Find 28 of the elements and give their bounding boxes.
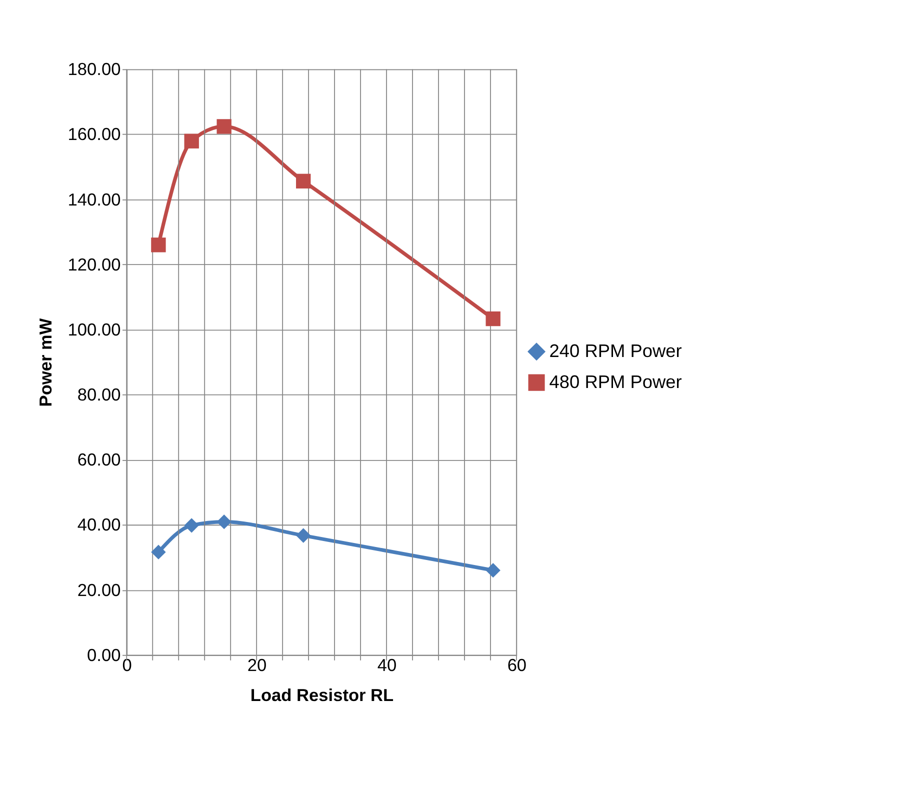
y-tick-label: 20.00 bbox=[77, 580, 121, 600]
y-tick-label: 180.00 bbox=[68, 59, 121, 80]
x-axis-title: Load Resistor RL bbox=[250, 684, 394, 705]
point bbox=[296, 174, 311, 188]
point bbox=[151, 238, 166, 252]
x-tick-label: 0 bbox=[122, 654, 132, 675]
x-tick-label: 20 bbox=[247, 654, 267, 675]
point bbox=[216, 514, 232, 530]
y-axis-title: Power mW bbox=[35, 318, 56, 407]
point bbox=[184, 134, 199, 148]
legend-label: 240 RPM Power bbox=[549, 341, 682, 362]
y-tick-label: 80.00 bbox=[77, 384, 121, 405]
legend-label: 480 RPM Power bbox=[549, 372, 682, 392]
y-tick-label: 40.00 bbox=[77, 514, 121, 535]
point bbox=[216, 119, 232, 134]
point bbox=[486, 311, 500, 326]
point bbox=[184, 518, 199, 533]
y-tick-label: 100.00 bbox=[68, 319, 121, 340]
point bbox=[151, 544, 166, 560]
y-tick-label: 120.00 bbox=[68, 254, 121, 274]
y-tick-label: 140.00 bbox=[68, 189, 121, 210]
x-tick-label: 40 bbox=[377, 654, 397, 675]
x-tick-label: 60 bbox=[507, 654, 527, 675]
point bbox=[296, 528, 311, 543]
y-tick-label: 60.00 bbox=[77, 450, 121, 470]
y-tick-label: 160.00 bbox=[68, 124, 121, 144]
point bbox=[486, 562, 500, 578]
y-tick-label: 0.00 bbox=[87, 644, 121, 665]
